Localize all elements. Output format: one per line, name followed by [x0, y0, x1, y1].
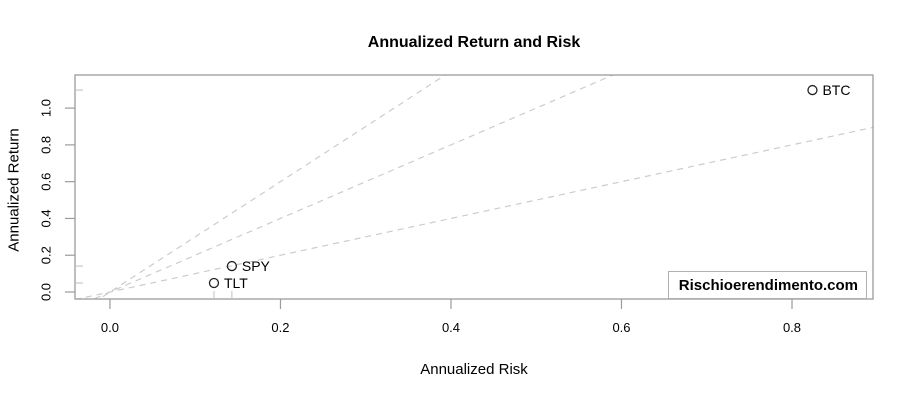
- x-tick-label: 0.6: [612, 320, 630, 335]
- data-point-label-spy: SPY: [242, 258, 271, 274]
- data-point-btc: [807, 84, 818, 96]
- y-tick-label: 0.8: [39, 136, 54, 154]
- reference-line-slope-2: [92, 75, 615, 299]
- y-tick-label: 1.0: [39, 99, 54, 117]
- y-tick-label: 0.4: [39, 209, 54, 227]
- data-point-label-tlt: TLT: [224, 275, 248, 291]
- x-tick-label: 0.2: [271, 320, 289, 335]
- data-point-tlt: [208, 277, 220, 289]
- x-tick-label: 0.8: [783, 320, 801, 335]
- x-axis-label: Annualized Risk: [420, 361, 528, 378]
- y-tick-label: 0.0: [39, 283, 54, 301]
- plot-border: [74, 74, 874, 300]
- reference-line-slope-1: [75, 126, 873, 299]
- y-tick-label: 0.6: [39, 173, 54, 191]
- watermark: Rischioerendimento.com: [667, 271, 867, 299]
- data-point-spy: [226, 260, 238, 272]
- y-axis-label: Annualized Return: [5, 128, 23, 252]
- y-tick-label: 0.2: [39, 246, 54, 264]
- reference-line-slope-3: [98, 75, 447, 299]
- x-tick-label: 0.0: [101, 320, 119, 335]
- chart-title: Annualized Return and Risk: [367, 34, 581, 51]
- x-tick-label: 0.4: [442, 320, 460, 335]
- data-point-label-btc: BTC: [822, 82, 850, 98]
